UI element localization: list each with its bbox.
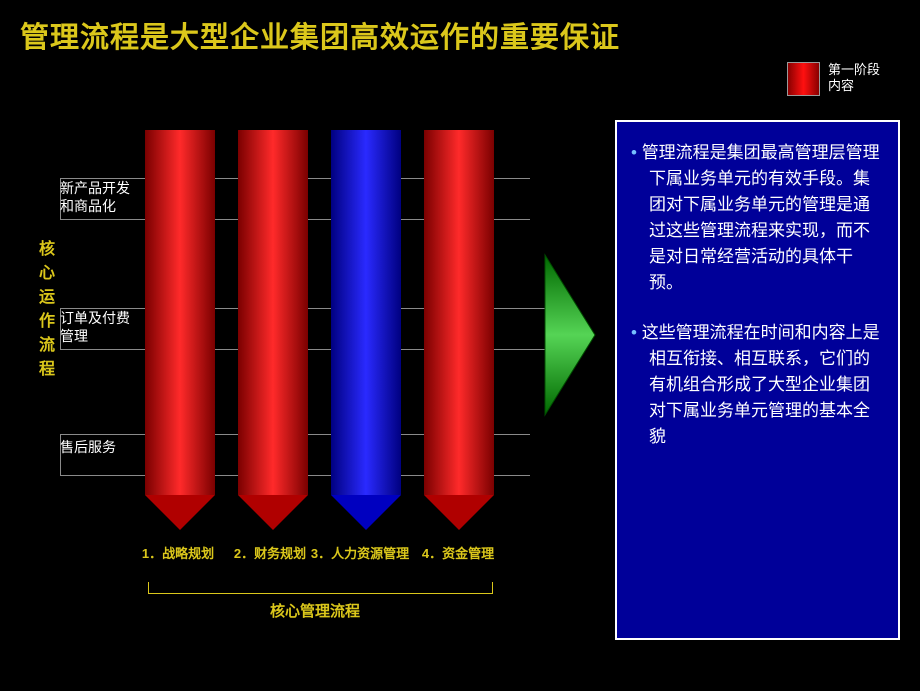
arrow-col-4: [424, 130, 494, 530]
description-para-2: • 这些管理流程在时间和内容上是相互衔接、相互联系，它们的有机组合形成了大型企业…: [631, 320, 884, 450]
row-label-2: 订单及付费管理: [60, 309, 130, 345]
col-label-3: 3．人力资源管理: [310, 543, 410, 562]
col-label-1: 1．战略规划: [128, 543, 228, 562]
col-label-2: 2．财务规划: [220, 543, 320, 562]
legend: 第一阶段 内容: [787, 62, 880, 96]
arrow-col-2: [238, 130, 308, 530]
vertical-axis-label: 核心运作流程: [32, 240, 56, 384]
row-label-1: 新产品开发和商品化: [60, 179, 130, 215]
col-label-4: 4．资金管理: [408, 543, 508, 562]
bottom-bracket: [148, 582, 493, 594]
forward-arrow-icon: [510, 250, 600, 420]
arrow-col-1: [145, 130, 215, 530]
row-label-3: 售后服务: [60, 438, 130, 456]
legend-label: 第一阶段 内容: [828, 62, 880, 94]
bottom-bracket-label: 核心管理流程: [270, 600, 360, 621]
arrow-col-3: [331, 130, 401, 530]
legend-swatch: [787, 62, 820, 96]
description-para-1: • 管理流程是集团最高管理层管理下属业务单元的有效手段。集团对下属业务单元的管理…: [631, 140, 884, 296]
slide-title: 管理流程是大型企业集团高效运作的重要保证: [0, 0, 920, 62]
description-panel: • 管理流程是集团最高管理层管理下属业务单元的有效手段。集团对下属业务单元的管理…: [615, 120, 900, 640]
